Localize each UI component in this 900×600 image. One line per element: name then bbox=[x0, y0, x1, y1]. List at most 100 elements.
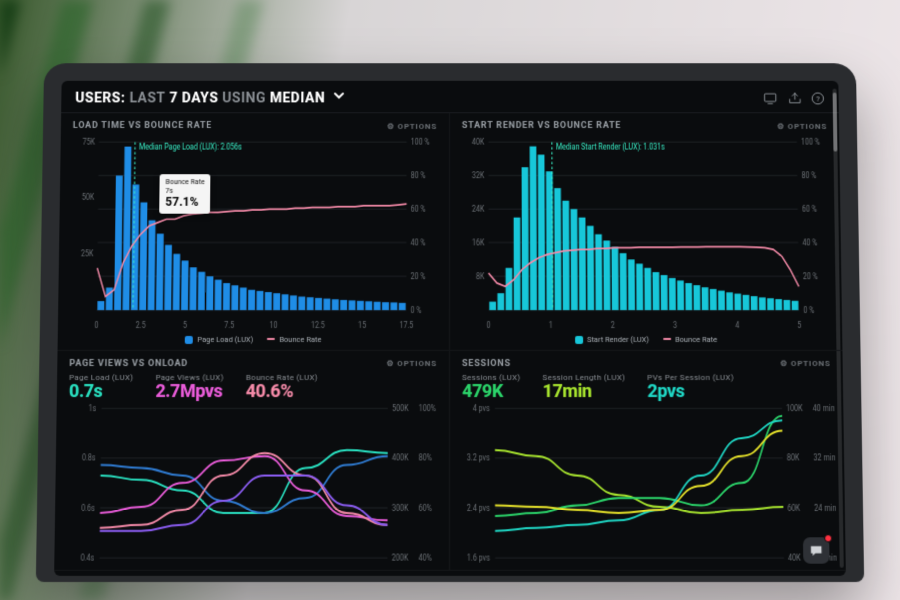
panel-load-time: LOAD TIME VS BOUNCE RATE OPTIONS 100 %80… bbox=[58, 113, 450, 350]
metric: Bounce Rate (LUX) 40.6% bbox=[246, 373, 318, 402]
svg-text:3.2 pvs: 3.2 pvs bbox=[467, 453, 490, 464]
title-bold2: MEDIAN bbox=[270, 91, 325, 107]
legend-bar: Page Load (LUX) bbox=[185, 335, 253, 344]
svg-text:7.5: 7.5 bbox=[224, 320, 234, 330]
svg-text:100 %: 100 % bbox=[801, 137, 820, 147]
panel1-title: LOAD TIME VS BOUNCE RATE bbox=[73, 121, 212, 131]
legend-bar: Start Render (LUX) bbox=[575, 335, 649, 344]
title-prefix: USERS: bbox=[75, 91, 125, 107]
svg-text:2.4 pvs: 2.4 pvs bbox=[467, 503, 490, 514]
svg-text:5: 5 bbox=[797, 320, 802, 330]
svg-text:100K: 100K bbox=[786, 403, 803, 414]
panel2-chart: 100 %80 %60 %40 %20 %0 %40K32K24K16K8K01… bbox=[462, 135, 830, 333]
panel1-tooltip: Bounce Rate 7s 57.1% bbox=[159, 174, 210, 214]
svg-text:15: 15 bbox=[358, 320, 367, 330]
svg-text:17.5: 17.5 bbox=[399, 320, 413, 330]
svg-text:60%: 60% bbox=[418, 502, 431, 513]
svg-text:500K: 500K bbox=[392, 402, 409, 413]
panel-start-render: START RENDER VS BOUNCE RATE OPTIONS 100 … bbox=[450, 113, 842, 350]
svg-text:60 %: 60 % bbox=[411, 204, 426, 214]
metric: Session Length (LUX) 17min bbox=[543, 373, 626, 402]
page-title[interactable]: USERS: LAST 7 DAYS USING MEDIAN bbox=[75, 91, 345, 107]
panel2-legend: Start Render (LUX) Bounce Rate bbox=[462, 335, 830, 344]
panel-page-views: PAGE VIEWS VS ONLOAD OPTIONS Page Load (… bbox=[54, 351, 450, 571]
svg-text:32K: 32K bbox=[472, 170, 484, 180]
svg-text:400K: 400K bbox=[392, 452, 409, 463]
svg-text:75K: 75K bbox=[82, 137, 95, 147]
svg-text:60K: 60K bbox=[787, 503, 801, 514]
notification-dot bbox=[824, 534, 832, 542]
svg-text:Median Start Render (LUX): 1.0: Median Start Render (LUX): 1.031s bbox=[556, 142, 665, 152]
svg-text:20 %: 20 % bbox=[411, 271, 426, 281]
svg-text:0: 0 bbox=[94, 320, 98, 330]
svg-text:100%: 100% bbox=[419, 402, 436, 413]
tooltip-value: 57.1% bbox=[165, 195, 204, 210]
svg-text:0.4s: 0.4s bbox=[80, 552, 94, 563]
topbar: USERS: LAST 7 DAYS USING MEDIAN ? bbox=[61, 81, 839, 113]
panel-sessions: SESSIONS OPTIONS Sessions (LUX) 479KSess… bbox=[450, 351, 846, 571]
svg-text:40 %: 40 % bbox=[802, 237, 817, 247]
legend-line: Bounce Rate bbox=[663, 335, 717, 344]
svg-text:80K: 80K bbox=[787, 453, 800, 464]
metric: PVs Per Session (LUX) 2pvs bbox=[647, 373, 734, 402]
title-bold1: 7 DAYS bbox=[169, 91, 218, 107]
panel4-metrics: Sessions (LUX) 479K Session Length (LUX) … bbox=[462, 373, 831, 402]
svg-text:16K: 16K bbox=[472, 237, 485, 247]
title-mid1: LAST bbox=[129, 91, 165, 107]
svg-text:0 %: 0 % bbox=[803, 305, 814, 315]
title-mid2: USING bbox=[222, 91, 266, 107]
panel3-metrics: Page Load (LUX) 0.7sPage Views (LUX) 2.7… bbox=[69, 373, 437, 402]
svg-text:25K: 25K bbox=[81, 249, 94, 259]
svg-text:2.5: 2.5 bbox=[136, 320, 147, 330]
svg-text:24 min: 24 min bbox=[814, 503, 836, 514]
metric-value: 0.7s bbox=[69, 382, 134, 402]
svg-text:5: 5 bbox=[183, 320, 188, 330]
svg-text:4 pvs: 4 pvs bbox=[473, 403, 490, 414]
svg-text:300K: 300K bbox=[392, 502, 409, 513]
legend-line: Bounce Rate bbox=[267, 335, 321, 344]
laptop-frame: USERS: LAST 7 DAYS USING MEDIAN ? LOAD T… bbox=[36, 63, 864, 582]
panel4-title: SESSIONS bbox=[462, 359, 511, 369]
svg-text:2: 2 bbox=[611, 320, 616, 330]
svg-text:40K: 40K bbox=[788, 553, 802, 564]
panel2-options[interactable]: OPTIONS bbox=[777, 122, 827, 131]
panel3-options[interactable]: OPTIONS bbox=[386, 359, 437, 368]
metric-value: 17min bbox=[543, 382, 626, 402]
tooltip-label: Bounce Rate bbox=[166, 178, 205, 187]
panel2-title: START RENDER VS BOUNCE RATE bbox=[462, 121, 621, 131]
chat-button[interactable] bbox=[803, 537, 830, 563]
share-icon[interactable] bbox=[787, 92, 801, 106]
svg-text:32 min: 32 min bbox=[813, 453, 835, 464]
panel1-legend: Page Load (LUX) Bounce Rate bbox=[70, 335, 437, 344]
svg-text:?: ? bbox=[816, 94, 820, 103]
svg-text:Median Page Load (LUX): 2.056s: Median Page Load (LUX): 2.056s bbox=[139, 142, 242, 152]
panel3-chart: 1s0.8s0.6s0.4s500K100%400K80%300K60%200K… bbox=[66, 403, 437, 563]
svg-text:80 %: 80 % bbox=[801, 170, 816, 180]
svg-text:0.6s: 0.6s bbox=[81, 502, 95, 513]
svg-text:1s: 1s bbox=[89, 402, 97, 413]
svg-text:0: 0 bbox=[487, 320, 491, 330]
svg-text:0.8s: 0.8s bbox=[82, 452, 96, 463]
svg-text:8K: 8K bbox=[476, 271, 485, 281]
svg-text:50K: 50K bbox=[82, 193, 95, 203]
monitor-icon[interactable] bbox=[763, 92, 777, 106]
svg-text:40 min: 40 min bbox=[813, 403, 835, 414]
help-icon[interactable]: ? bbox=[811, 92, 825, 106]
panel4-options[interactable]: OPTIONS bbox=[780, 359, 831, 368]
svg-text:10: 10 bbox=[270, 320, 278, 330]
panel1-chart: 100 %80 %60 %40 %20 %0 %75K50K25K02.557.… bbox=[70, 135, 437, 333]
panel4-chart: 4 pvs3.2 pvs2.4 pvs1.6 pvs100K40 min80K3… bbox=[462, 403, 834, 563]
svg-text:80%: 80% bbox=[418, 452, 431, 463]
dashboard-screen: USERS: LAST 7 DAYS USING MEDIAN ? LOAD T… bbox=[54, 81, 846, 576]
metric-value: 479K bbox=[462, 382, 521, 402]
panel1-options[interactable]: OPTIONS bbox=[387, 122, 437, 131]
top-icons: ? bbox=[763, 92, 825, 106]
metric: Page Views (LUX) 2.7Mpvs bbox=[155, 373, 224, 402]
svg-text:40K: 40K bbox=[472, 137, 484, 147]
svg-text:80 %: 80 % bbox=[411, 170, 426, 180]
metric: Sessions (LUX) 479K bbox=[462, 373, 521, 402]
svg-text:12.5: 12.5 bbox=[311, 320, 325, 330]
panel3-title: PAGE VIEWS VS ONLOAD bbox=[69, 359, 188, 369]
metric-value: 40.6% bbox=[246, 382, 318, 402]
chevron-down-icon[interactable] bbox=[333, 90, 345, 106]
